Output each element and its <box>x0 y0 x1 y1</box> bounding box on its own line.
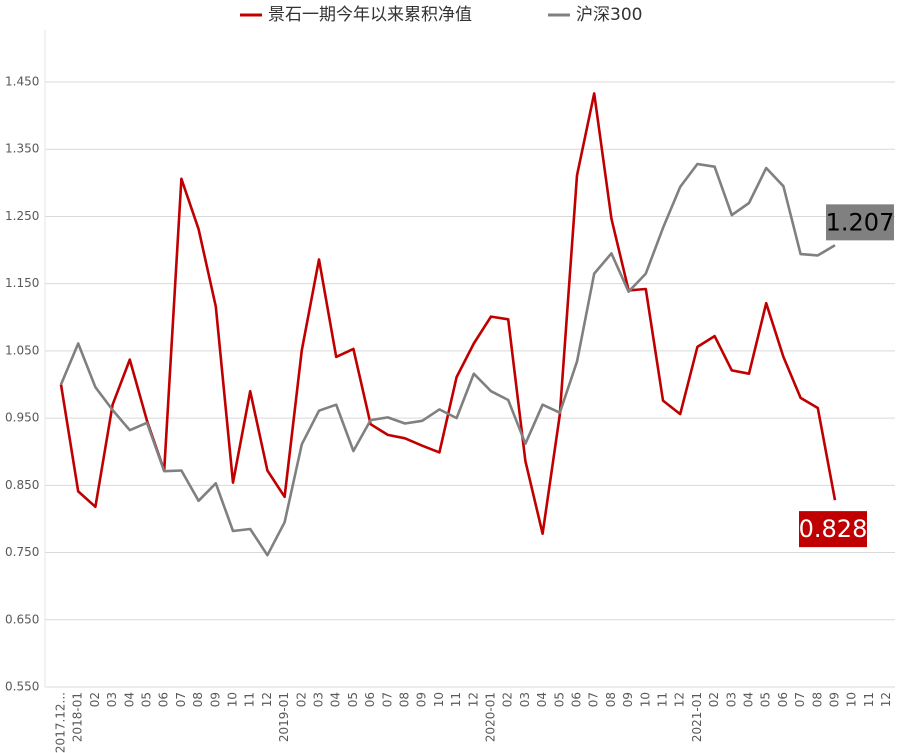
x-tick-label: 03 <box>724 692 738 707</box>
x-tick-label: 05 <box>140 692 154 707</box>
y-tick-label: 0.550 <box>5 680 39 694</box>
x-tick-label: 08 <box>398 692 412 707</box>
x-tick-label: 12 <box>260 692 274 707</box>
y-tick-label: 0.950 <box>5 411 39 425</box>
x-tick-label: 09 <box>828 692 842 707</box>
data-label-box <box>826 204 894 241</box>
y-tick-label: 0.750 <box>5 545 39 559</box>
x-tick-label: 11 <box>243 692 257 707</box>
x-tick-label: 10 <box>432 692 446 707</box>
x-tick-label: 02 <box>707 692 721 707</box>
x-tick-label: 09 <box>415 692 429 707</box>
x-tick-label: 11 <box>449 692 463 707</box>
x-tick-label: 2021-01 <box>690 692 704 742</box>
x-tick-label: 12 <box>466 692 480 707</box>
x-tick-label: 10 <box>845 692 859 707</box>
series-line <box>59 162 836 557</box>
x-tick-label: 09 <box>621 692 635 707</box>
y-tick-label: 1.250 <box>5 209 39 223</box>
x-tick-label: 06 <box>776 692 790 707</box>
y-tick-label: 1.350 <box>5 142 39 156</box>
x-tick-label: 04 <box>742 692 756 707</box>
x-tick-label: 2019-01 <box>277 692 291 742</box>
x-tick-label: 11 <box>656 692 670 707</box>
x-tick-label: 03 <box>312 692 326 707</box>
y-tick-label: 0.850 <box>5 478 39 492</box>
legend-label: 景石一期今年以来累积净值 <box>268 5 472 25</box>
legend-label: 沪深300 <box>576 5 642 25</box>
x-tick-label: 06 <box>363 692 377 707</box>
x-tick-label: 02 <box>501 692 515 707</box>
x-tick-label: 10 <box>638 692 652 707</box>
x-tick-label: 03 <box>518 692 532 707</box>
x-tick-label: 08 <box>810 692 824 707</box>
x-tick-label: 07 <box>793 692 807 707</box>
x-tick-label: 2020-01 <box>484 692 498 742</box>
data-label-box <box>799 511 867 548</box>
x-tick-label: 04 <box>122 692 136 707</box>
x-tick-label: 07 <box>587 692 601 707</box>
x-tick-label: 05 <box>759 692 773 707</box>
x-tick-label: 08 <box>604 692 618 707</box>
y-tick-label: 0.650 <box>5 612 39 626</box>
x-tick-label: 2017.12... <box>54 692 68 753</box>
y-tick-label: 1.050 <box>5 343 39 357</box>
x-tick-label: 03 <box>105 692 119 707</box>
x-tick-label: 09 <box>208 692 222 707</box>
x-tick-label: 06 <box>157 692 171 707</box>
x-tick-label: 2018-01 <box>71 692 85 742</box>
y-tick-label: 1.150 <box>5 276 39 290</box>
x-tick-label: 12 <box>879 692 893 707</box>
x-tick-label: 02 <box>294 692 308 707</box>
y-tick-label: 1.450 <box>5 75 39 89</box>
x-tick-label: 02 <box>88 692 102 707</box>
x-tick-label: 04 <box>535 692 549 707</box>
x-tick-label: 05 <box>346 692 360 707</box>
x-tick-label: 05 <box>552 692 566 707</box>
x-tick-label: 04 <box>329 692 343 707</box>
x-tick-label: 07 <box>174 692 188 707</box>
x-tick-label: 06 <box>570 692 584 707</box>
x-tick-label: 07 <box>380 692 394 707</box>
x-tick-label: 08 <box>191 692 205 707</box>
x-tick-label: 10 <box>226 692 240 707</box>
series-line <box>59 92 837 535</box>
data-label: 0.828 <box>799 515 868 543</box>
x-tick-label: 12 <box>673 692 687 707</box>
data-label: 1.207 <box>826 208 895 236</box>
x-tick-label: 11 <box>862 692 876 707</box>
